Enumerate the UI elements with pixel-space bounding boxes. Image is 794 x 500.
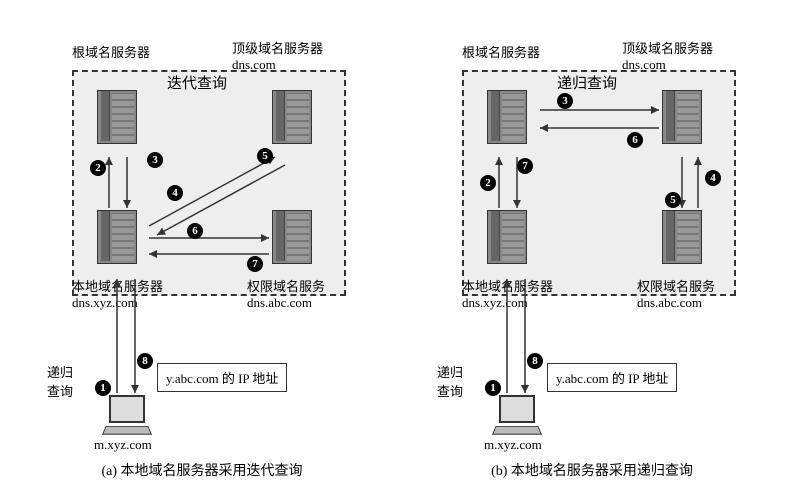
- step-7: 7: [517, 158, 533, 174]
- auth-server-icon: [272, 210, 317, 270]
- client-icon: [102, 395, 152, 435]
- step-4: 4: [167, 185, 183, 201]
- caption: (b) 本地域名服务器采用递归查询: [407, 460, 777, 480]
- step-4: 4: [705, 170, 721, 186]
- diagram-container: 迭代查询根域名服务器顶级域名服务器dns.com本地域名服务器dns.xyz.c…: [10, 10, 784, 480]
- auth-server-icon: [662, 210, 707, 270]
- recursive-label: 递归 查询: [437, 362, 463, 400]
- step-7: 7: [247, 256, 263, 272]
- local-server-icon: [97, 210, 142, 270]
- root-label: 根域名服务器: [72, 42, 150, 61]
- panel-a: 迭代查询根域名服务器 顶级域名服务器dns.com 本地域名服务器dns.xyz.c…: [17, 10, 387, 480]
- step-5: 5: [257, 148, 273, 164]
- step-2: 2: [480, 175, 496, 191]
- ip-result-box: y.abc.com 的 IP 地址: [547, 363, 677, 392]
- client-icon: [492, 395, 542, 435]
- step-1: 1: [485, 380, 501, 396]
- tld-label: 顶级域名服务器dns.com: [232, 38, 323, 73]
- step-6: 6: [627, 132, 643, 148]
- step-1: 1: [95, 380, 111, 396]
- tld-server-icon: [272, 90, 317, 150]
- auth-label: 权限域名服务dns.abc.com: [637, 276, 715, 311]
- step-3: 3: [557, 93, 573, 109]
- step-8: 8: [527, 353, 543, 369]
- step-2: 2: [90, 160, 106, 176]
- client-label: m.xyz.com: [484, 437, 542, 453]
- tld-server-icon: [662, 90, 707, 150]
- local-label: 本地域名服务器dns.xyz.com: [72, 276, 163, 311]
- panel-b: 递归查询根域名服务器 顶级域名服务器dns.com 本地域名服务器dns.xyz.c…: [407, 10, 777, 480]
- local-server-icon: [487, 210, 532, 270]
- auth-label: 权限域名服务dns.abc.com: [247, 276, 325, 311]
- step-8: 8: [137, 353, 153, 369]
- step-5: 5: [665, 192, 681, 208]
- root-label: 根域名服务器: [462, 42, 540, 61]
- step-3: 3: [147, 152, 163, 168]
- ip-result-box: y.abc.com 的 IP 地址: [157, 363, 287, 392]
- caption: (a) 本地域名服务器采用迭代查询: [17, 460, 387, 480]
- box-label: 迭代查询: [167, 72, 227, 93]
- local-label: 本地域名服务器dns.xyz.com: [462, 276, 553, 311]
- root-server-icon: [97, 90, 142, 150]
- root-server-icon: [487, 90, 532, 150]
- client-label: m.xyz.com: [94, 437, 152, 453]
- step-6: 6: [187, 223, 203, 239]
- recursive-label: 递归 查询: [47, 362, 73, 400]
- box-label: 递归查询: [557, 72, 617, 93]
- tld-label: 顶级域名服务器dns.com: [622, 38, 713, 73]
